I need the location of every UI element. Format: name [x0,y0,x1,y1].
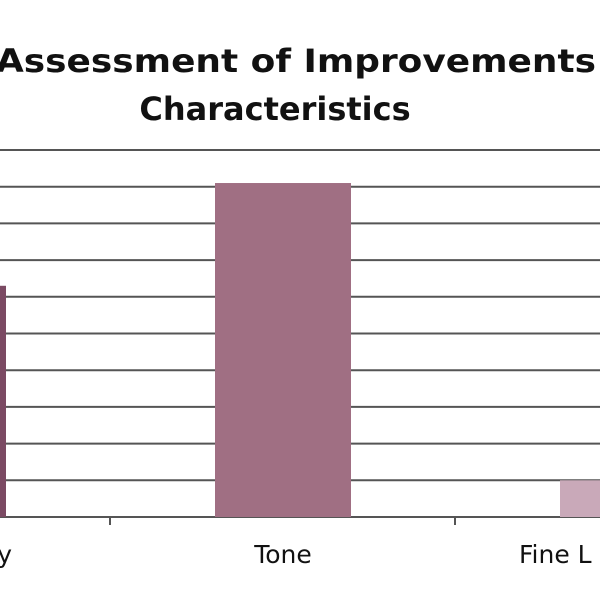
x-tick-label: Fine L [519,540,592,569]
chart-title: Characteristics [139,90,410,128]
x-tick-label: y [0,540,12,569]
bar [0,285,6,517]
bar [215,183,351,517]
chart-title: Assessment of Improvements [0,42,596,80]
bar [560,480,600,517]
x-tick-label: Tone [253,540,312,569]
